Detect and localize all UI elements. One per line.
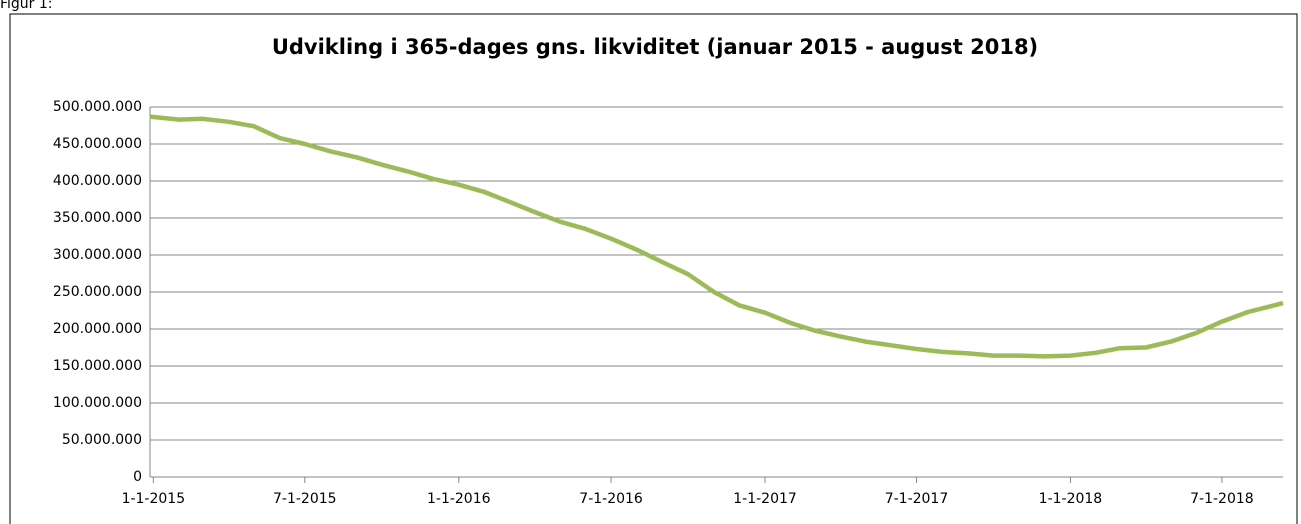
x-tick-label: 1-1-2017 xyxy=(733,491,797,507)
y-tick-label: 300.000.000 xyxy=(53,247,142,263)
y-tick-label: 400.000.000 xyxy=(53,173,142,189)
x-tick-label: 1-1-2018 xyxy=(1039,491,1103,507)
x-tick-label: 7-1-2016 xyxy=(579,491,643,507)
x-tick-label: 7-1-2017 xyxy=(885,491,949,507)
y-tick-label: 350.000.000 xyxy=(53,210,142,226)
y-tick-label: 500.000.000 xyxy=(53,99,142,115)
caption: Figur 1: xyxy=(0,0,53,12)
y-tick-label: 50.000.000 xyxy=(62,432,142,448)
x-tick-label: 1-1-2016 xyxy=(427,491,491,507)
y-tick-label: 100.000.000 xyxy=(53,395,142,411)
chart-border xyxy=(9,13,1298,524)
x-tick-label: 7-1-2018 xyxy=(1190,491,1254,507)
y-tick-label: 0 xyxy=(133,469,142,485)
y-tick-label: 200.000.000 xyxy=(53,321,142,337)
y-tick-label: 450.000.000 xyxy=(53,136,142,152)
y-tick-label: 250.000.000 xyxy=(53,284,142,300)
y-tick-label: 150.000.000 xyxy=(53,358,142,374)
chart-title: Udvikling i 365-dages gns. likviditet (j… xyxy=(272,35,1038,59)
x-tick-label: 7-1-2015 xyxy=(273,491,337,507)
x-tick-label: 1-1-2015 xyxy=(122,491,186,507)
data-line xyxy=(149,114,1284,359)
